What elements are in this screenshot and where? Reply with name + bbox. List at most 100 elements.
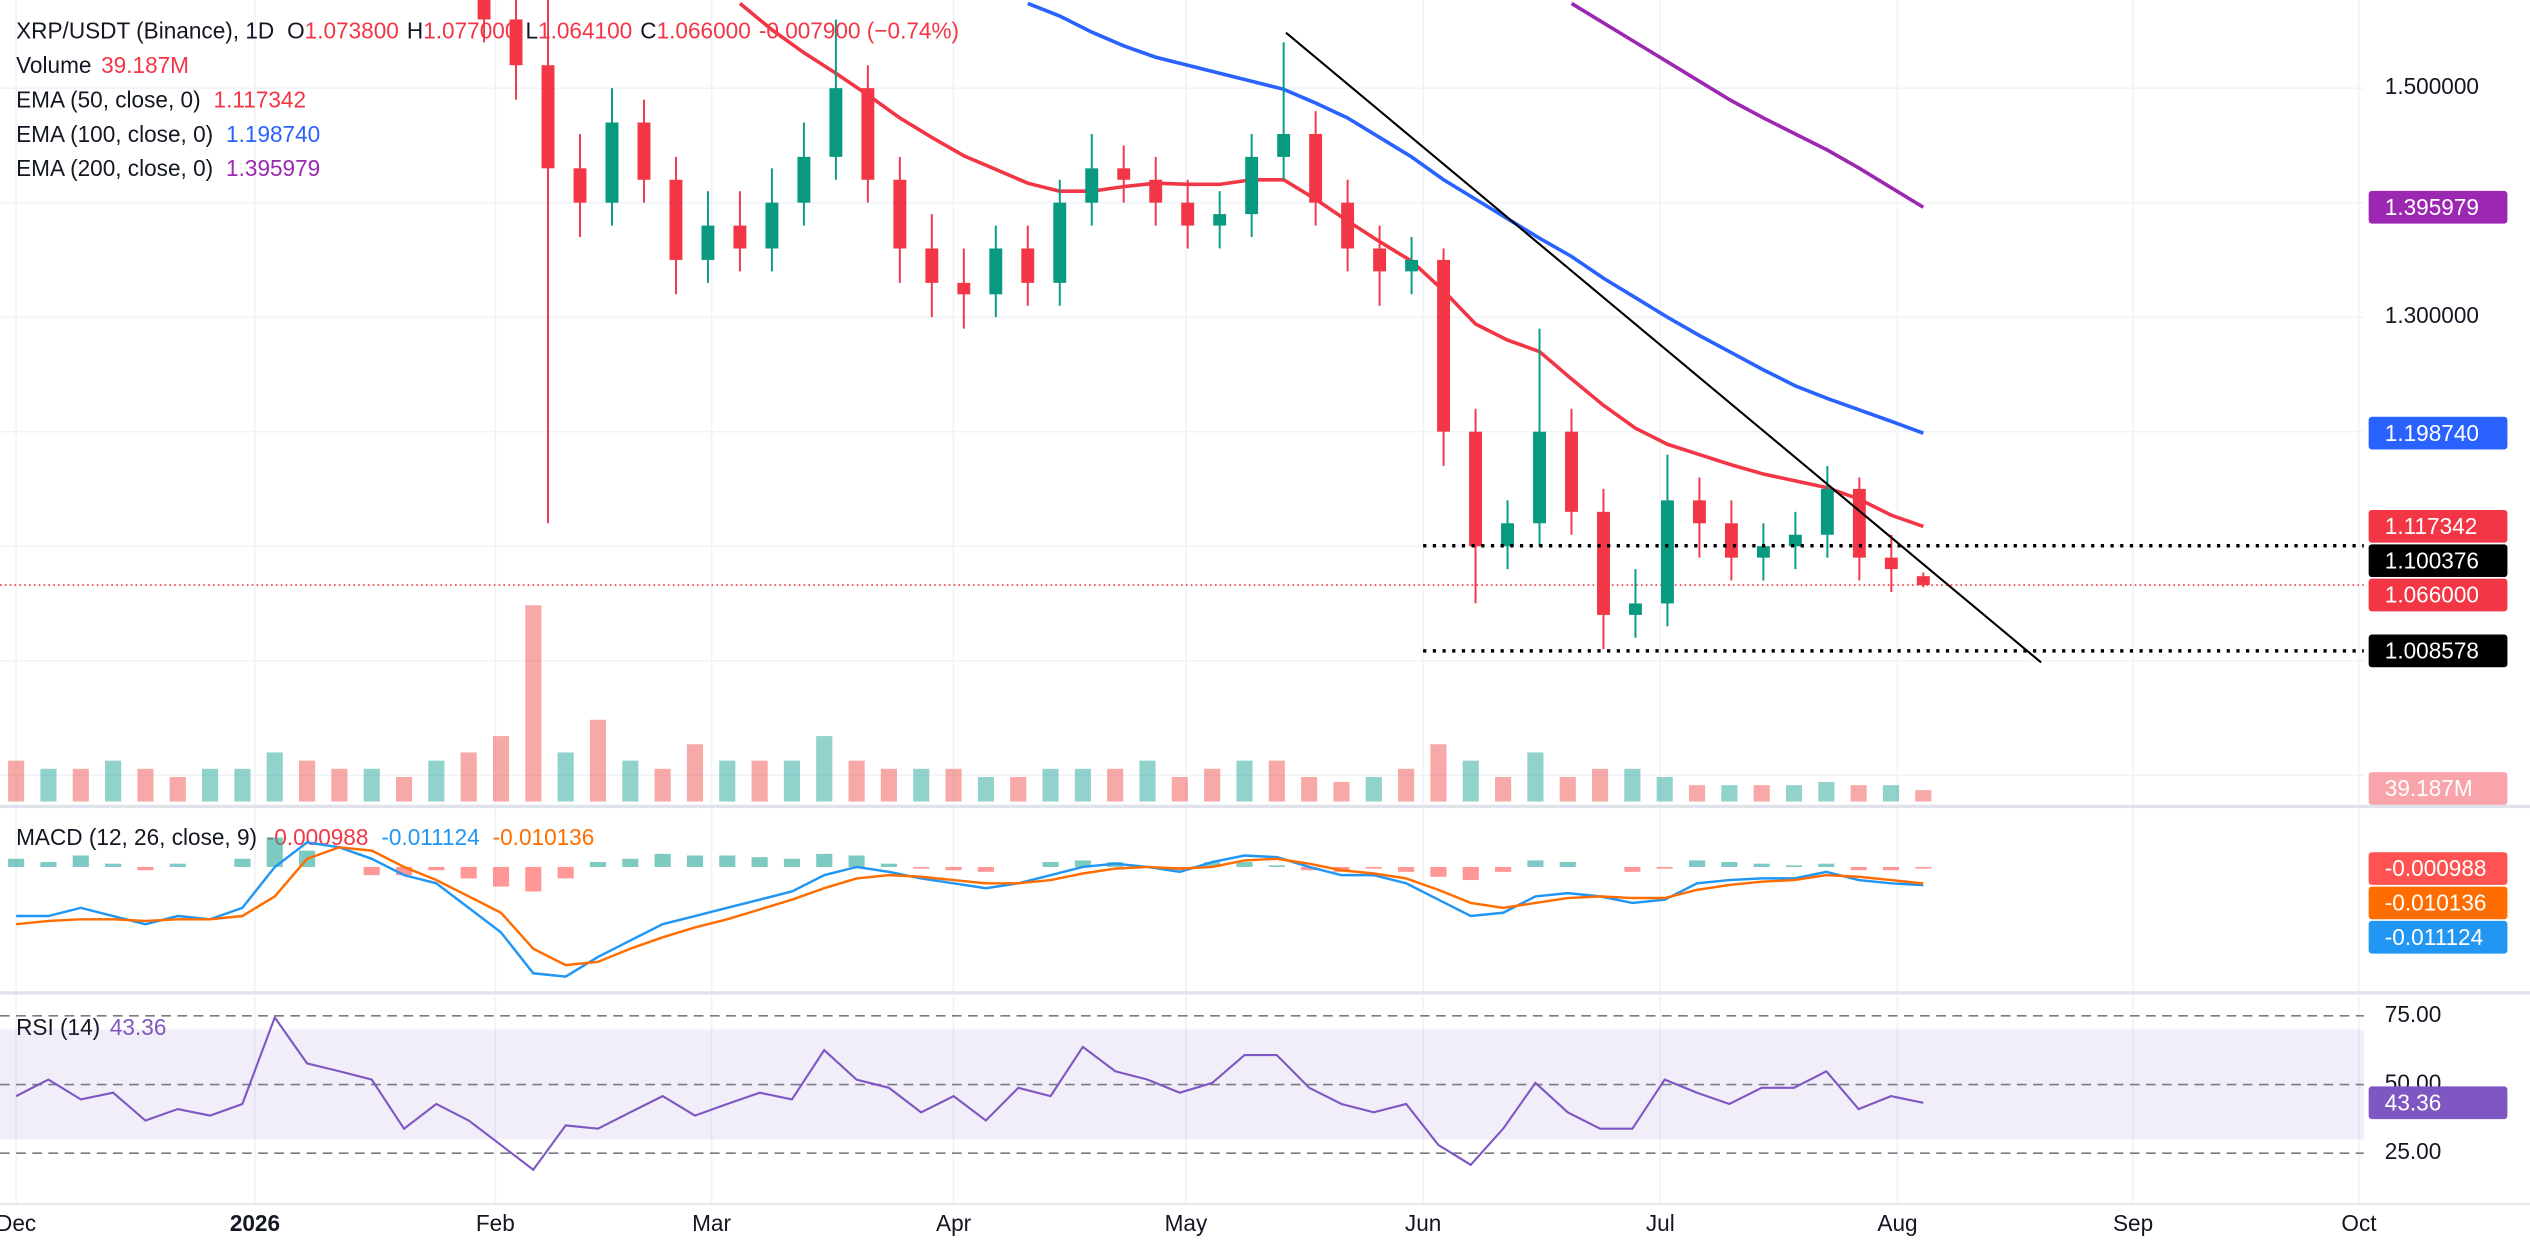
macd-histogram xyxy=(945,866,962,871)
price-badge xyxy=(2368,634,2508,668)
volume-bar xyxy=(589,719,607,802)
macd-histogram xyxy=(460,866,477,879)
ema-line xyxy=(738,2,1924,529)
legend-name: EMA (100, close, 0) xyxy=(16,121,213,147)
volume-bar xyxy=(557,752,574,802)
macd-histogram xyxy=(816,853,833,867)
candle-body xyxy=(893,179,907,249)
candle-body xyxy=(1565,431,1578,512)
volume-bar xyxy=(1398,768,1415,802)
candle-body xyxy=(1597,511,1610,615)
high-key: H xyxy=(407,18,423,44)
volume-bar xyxy=(1301,776,1318,802)
candle-body xyxy=(1756,546,1770,558)
volume-bar xyxy=(40,768,57,802)
price-badge xyxy=(2368,852,2508,885)
price-badge xyxy=(2368,772,2508,805)
price-badge-label: 1.100376 xyxy=(2385,547,2479,573)
legend-value: 1.198740 xyxy=(226,121,320,147)
signal-line xyxy=(16,846,1924,967)
macd-histogram xyxy=(428,866,445,871)
volume-bar xyxy=(1204,768,1221,802)
volume-bar xyxy=(266,752,283,802)
macd-histogram xyxy=(589,862,607,867)
macd-histogram xyxy=(751,857,768,867)
volume-bar xyxy=(1495,776,1512,802)
header: XRP/USDT (Binance), 1D O1.073800 H1.077000… xyxy=(16,18,959,44)
candle-body xyxy=(1916,576,1930,586)
macd-histogram xyxy=(1204,862,1221,867)
x-tick-label: Mar xyxy=(692,1210,731,1236)
volume-bar xyxy=(1107,768,1124,802)
macd-histogram xyxy=(1624,866,1641,872)
volume-bar xyxy=(751,760,768,802)
candle-body xyxy=(1852,488,1866,558)
macd-histogram xyxy=(1915,866,1932,869)
x-tick-label: Feb xyxy=(476,1210,515,1236)
price-badge xyxy=(2368,1086,2508,1120)
x-tick-label: Oct xyxy=(2341,1210,2377,1236)
macd-histogram xyxy=(234,858,251,867)
candle-body xyxy=(669,179,683,260)
x-tick-label: 2026 xyxy=(230,1210,280,1236)
candle-body xyxy=(1724,523,1738,558)
candle-body xyxy=(1149,179,1163,203)
price-badge-label: 1.008578 xyxy=(2385,637,2479,663)
open-key: O xyxy=(287,18,305,44)
macd-histogram xyxy=(880,863,897,867)
grid xyxy=(0,0,2364,1204)
candle-body xyxy=(1373,248,1387,272)
price-pane xyxy=(0,0,2364,802)
macd-histogram xyxy=(137,866,154,871)
volume-bar xyxy=(1268,760,1285,802)
macd-histogram xyxy=(363,866,380,876)
x-tick-label: Jul xyxy=(1646,1210,1675,1236)
candle-body xyxy=(861,88,875,180)
volume-bar xyxy=(169,776,186,802)
ema-legend: EMA (200, close, 0) 1.395979 xyxy=(16,155,320,181)
ema-legend: EMA (100, close, 0) 1.198740 xyxy=(16,121,320,147)
macd-histogram xyxy=(1753,863,1770,867)
candle-body xyxy=(1437,259,1451,432)
candle-body xyxy=(797,156,811,203)
candle-body xyxy=(541,65,555,169)
candle-body xyxy=(1341,202,1355,249)
legend-name: RSI (14) xyxy=(16,1014,100,1040)
volume-bar xyxy=(1753,785,1770,802)
volume-bar xyxy=(1074,768,1091,802)
x-tick-label: Sep xyxy=(2113,1210,2153,1236)
volume-bar xyxy=(1818,781,1835,802)
volume-bar xyxy=(913,768,930,802)
price-badge xyxy=(2368,416,2508,450)
volume-legend: Volume 39.187M xyxy=(16,52,189,78)
macd-histogram xyxy=(848,855,865,867)
legend-value: 1.117342 xyxy=(214,86,307,112)
volume-bar xyxy=(1333,781,1350,802)
price-badge-label: 1.395979 xyxy=(2385,194,2479,220)
candle-body xyxy=(1277,133,1291,157)
candle-body xyxy=(1501,523,1514,547)
candle-body xyxy=(733,225,747,249)
low-value: 1.064100 xyxy=(538,18,632,44)
x-tick-label: Jun xyxy=(1405,1210,1441,1236)
ema-line xyxy=(1570,1,1925,209)
x-tick-label: Apr xyxy=(936,1210,972,1236)
volume-bar xyxy=(1171,776,1188,802)
candle-body xyxy=(957,282,971,295)
volume-bar xyxy=(977,776,994,802)
price-badge-label: -0.000988 xyxy=(2385,855,2487,881)
volume-bar xyxy=(1656,776,1673,802)
volume-bar xyxy=(1915,790,1932,802)
macd-histogram xyxy=(40,862,57,867)
price-badge xyxy=(2368,920,2508,954)
macd-histogram xyxy=(977,866,994,872)
macd-histogram xyxy=(783,858,801,867)
price-badge-label: 39.187M xyxy=(2385,775,2473,801)
price-badge-label: -0.011124 xyxy=(2385,924,2483,950)
macd-histogram xyxy=(1301,866,1318,871)
macd-histogram xyxy=(105,863,122,867)
volume-bar xyxy=(686,744,704,802)
volume-bar xyxy=(202,768,219,802)
volume-bar xyxy=(8,760,25,802)
volume-bar xyxy=(945,768,962,802)
